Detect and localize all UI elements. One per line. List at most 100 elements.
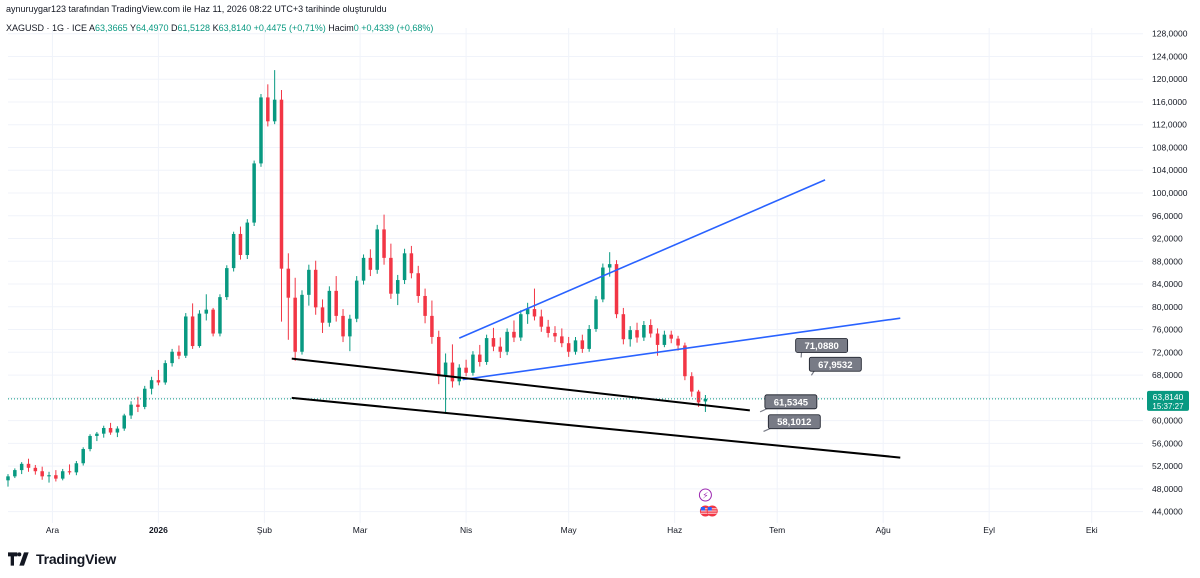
price-label-box[interactable] [795, 338, 849, 353]
volume-value: 0 [353, 23, 359, 33]
price-axis-tick-label: 84,0000 [1152, 279, 1183, 289]
candle-body [546, 326, 550, 333]
candle-body [163, 363, 168, 383]
candle-body [40, 471, 44, 477]
chart-attribution: aynuruygar123 tarafından TradingView.com… [6, 4, 387, 14]
candle-body [525, 309, 530, 315]
candle-body [238, 233, 243, 256]
trendline-black-upper[interactable] [291, 357, 750, 412]
flag-canton [707, 507, 712, 511]
candle-body [430, 315, 434, 337]
lightning-glyph: ⚡ [702, 492, 708, 502]
candle-body [594, 299, 598, 329]
open-label: A [89, 23, 96, 33]
candle-body [361, 257, 366, 281]
time-axis-tick-label: Mar [353, 525, 368, 535]
candle-body [382, 229, 386, 258]
price-label-box[interactable] [764, 394, 818, 410]
candle-body [300, 294, 304, 352]
candle-body [566, 343, 571, 352]
candle-body [348, 318, 352, 337]
candle-body [170, 351, 174, 364]
price-axis-tick-label: 124,0000 [1152, 51, 1188, 61]
candle-body [67, 471, 72, 473]
candle-body [648, 325, 653, 334]
candle-body [423, 295, 427, 316]
high-label: Y [129, 23, 136, 33]
candle-body [313, 269, 318, 308]
candle-body [389, 257, 393, 294]
price-axis-tick-label: 56,0000 [1152, 438, 1183, 448]
price-axis-tick-label: 68,0000 [1152, 370, 1183, 380]
price-label-box[interactable] [808, 356, 862, 372]
candle-body [464, 367, 468, 373]
price-axis-tick-label: 60,0000 [1152, 416, 1183, 426]
high-value: 64,4970 [135, 23, 169, 33]
trendline-black-lower[interactable] [291, 396, 901, 459]
open-value: 63,3665 [95, 23, 128, 33]
candle-body [204, 309, 209, 314]
candle-body [54, 475, 58, 479]
candle-body [13, 470, 17, 477]
us-flag-icon[interactable] [706, 505, 718, 517]
trendline-upper-blue[interactable] [458, 179, 826, 339]
candle-body [225, 268, 229, 298]
price-label-box[interactable] [767, 414, 821, 430]
lightning-icon[interactable] [698, 488, 712, 502]
chart-grid [8, 28, 1143, 523]
candle-body [259, 97, 263, 164]
price-axis-tick-label: 128,0000 [1152, 29, 1188, 39]
price-axis-tick-label: 92,0000 [1152, 234, 1183, 244]
brand-name: TradingView [36, 551, 117, 567]
candle-body [443, 362, 448, 377]
trendline-middle-blue[interactable] [462, 317, 901, 381]
candle-body [307, 269, 311, 295]
price-axis-tick-label: 44,0000 [1152, 507, 1183, 517]
time-axis-tick-label: Şub [257, 525, 272, 535]
candle-body [457, 367, 462, 382]
price-axis-tick-label: 72,0000 [1152, 347, 1183, 357]
candle-body [696, 391, 701, 403]
candle-body [553, 332, 557, 337]
price-labels[interactable]: 71,0880 67,9532 61,5345 58,1012 [759, 338, 862, 432]
candle-body [101, 427, 106, 434]
time-axis-tick-label: Eki [1086, 525, 1098, 535]
event-markers[interactable]: ⚡ [698, 488, 718, 517]
price-axis[interactable]: 44,000048,000052,000056,000060,000064,00… [1152, 29, 1188, 517]
price-label-text: 67,9532 [818, 360, 852, 371]
candle-body [450, 362, 455, 382]
symbol-name[interactable]: XAGUSD · 1G · ICE [6, 23, 88, 33]
candle-body [621, 314, 626, 340]
price-axis-tick-label: 76,0000 [1152, 325, 1183, 335]
candle-body [676, 338, 680, 346]
candle-body [471, 354, 475, 373]
candle-body [218, 297, 222, 334]
price-axis-tick-label: 120,0000 [1152, 74, 1188, 84]
candle-body [437, 336, 441, 377]
time-axis-tick-label: Nis [460, 525, 472, 535]
candle-body [402, 253, 407, 281]
candle-body [142, 388, 147, 407]
candle-body [129, 404, 133, 416]
candle-body [703, 398, 708, 402]
trendlines[interactable] [8, 179, 1143, 459]
time-axis[interactable]: Ara 2026 Şub Mar Nis May Haz Tem Ağu Eyl Eki [46, 525, 1098, 535]
candle-body [539, 316, 544, 327]
candle-body [6, 476, 10, 481]
price-label-text: 58,1012 [777, 417, 811, 428]
time-axis-tick-label: Ağu [876, 525, 891, 535]
candle-body [177, 351, 181, 356]
candle-body [635, 330, 639, 338]
candle-body [47, 475, 51, 477]
candle-body [95, 433, 99, 436]
candle-body [484, 338, 489, 362]
candle-body [115, 428, 120, 433]
candle-body [231, 233, 236, 269]
tradingview-logo-icon [8, 552, 29, 566]
price-axis-tick-label: 112,0000 [1152, 120, 1187, 130]
candle-body [532, 309, 537, 317]
price-axis-tick-label: 116,0000 [1152, 97, 1187, 107]
close-value: 63,8140 [218, 23, 252, 33]
